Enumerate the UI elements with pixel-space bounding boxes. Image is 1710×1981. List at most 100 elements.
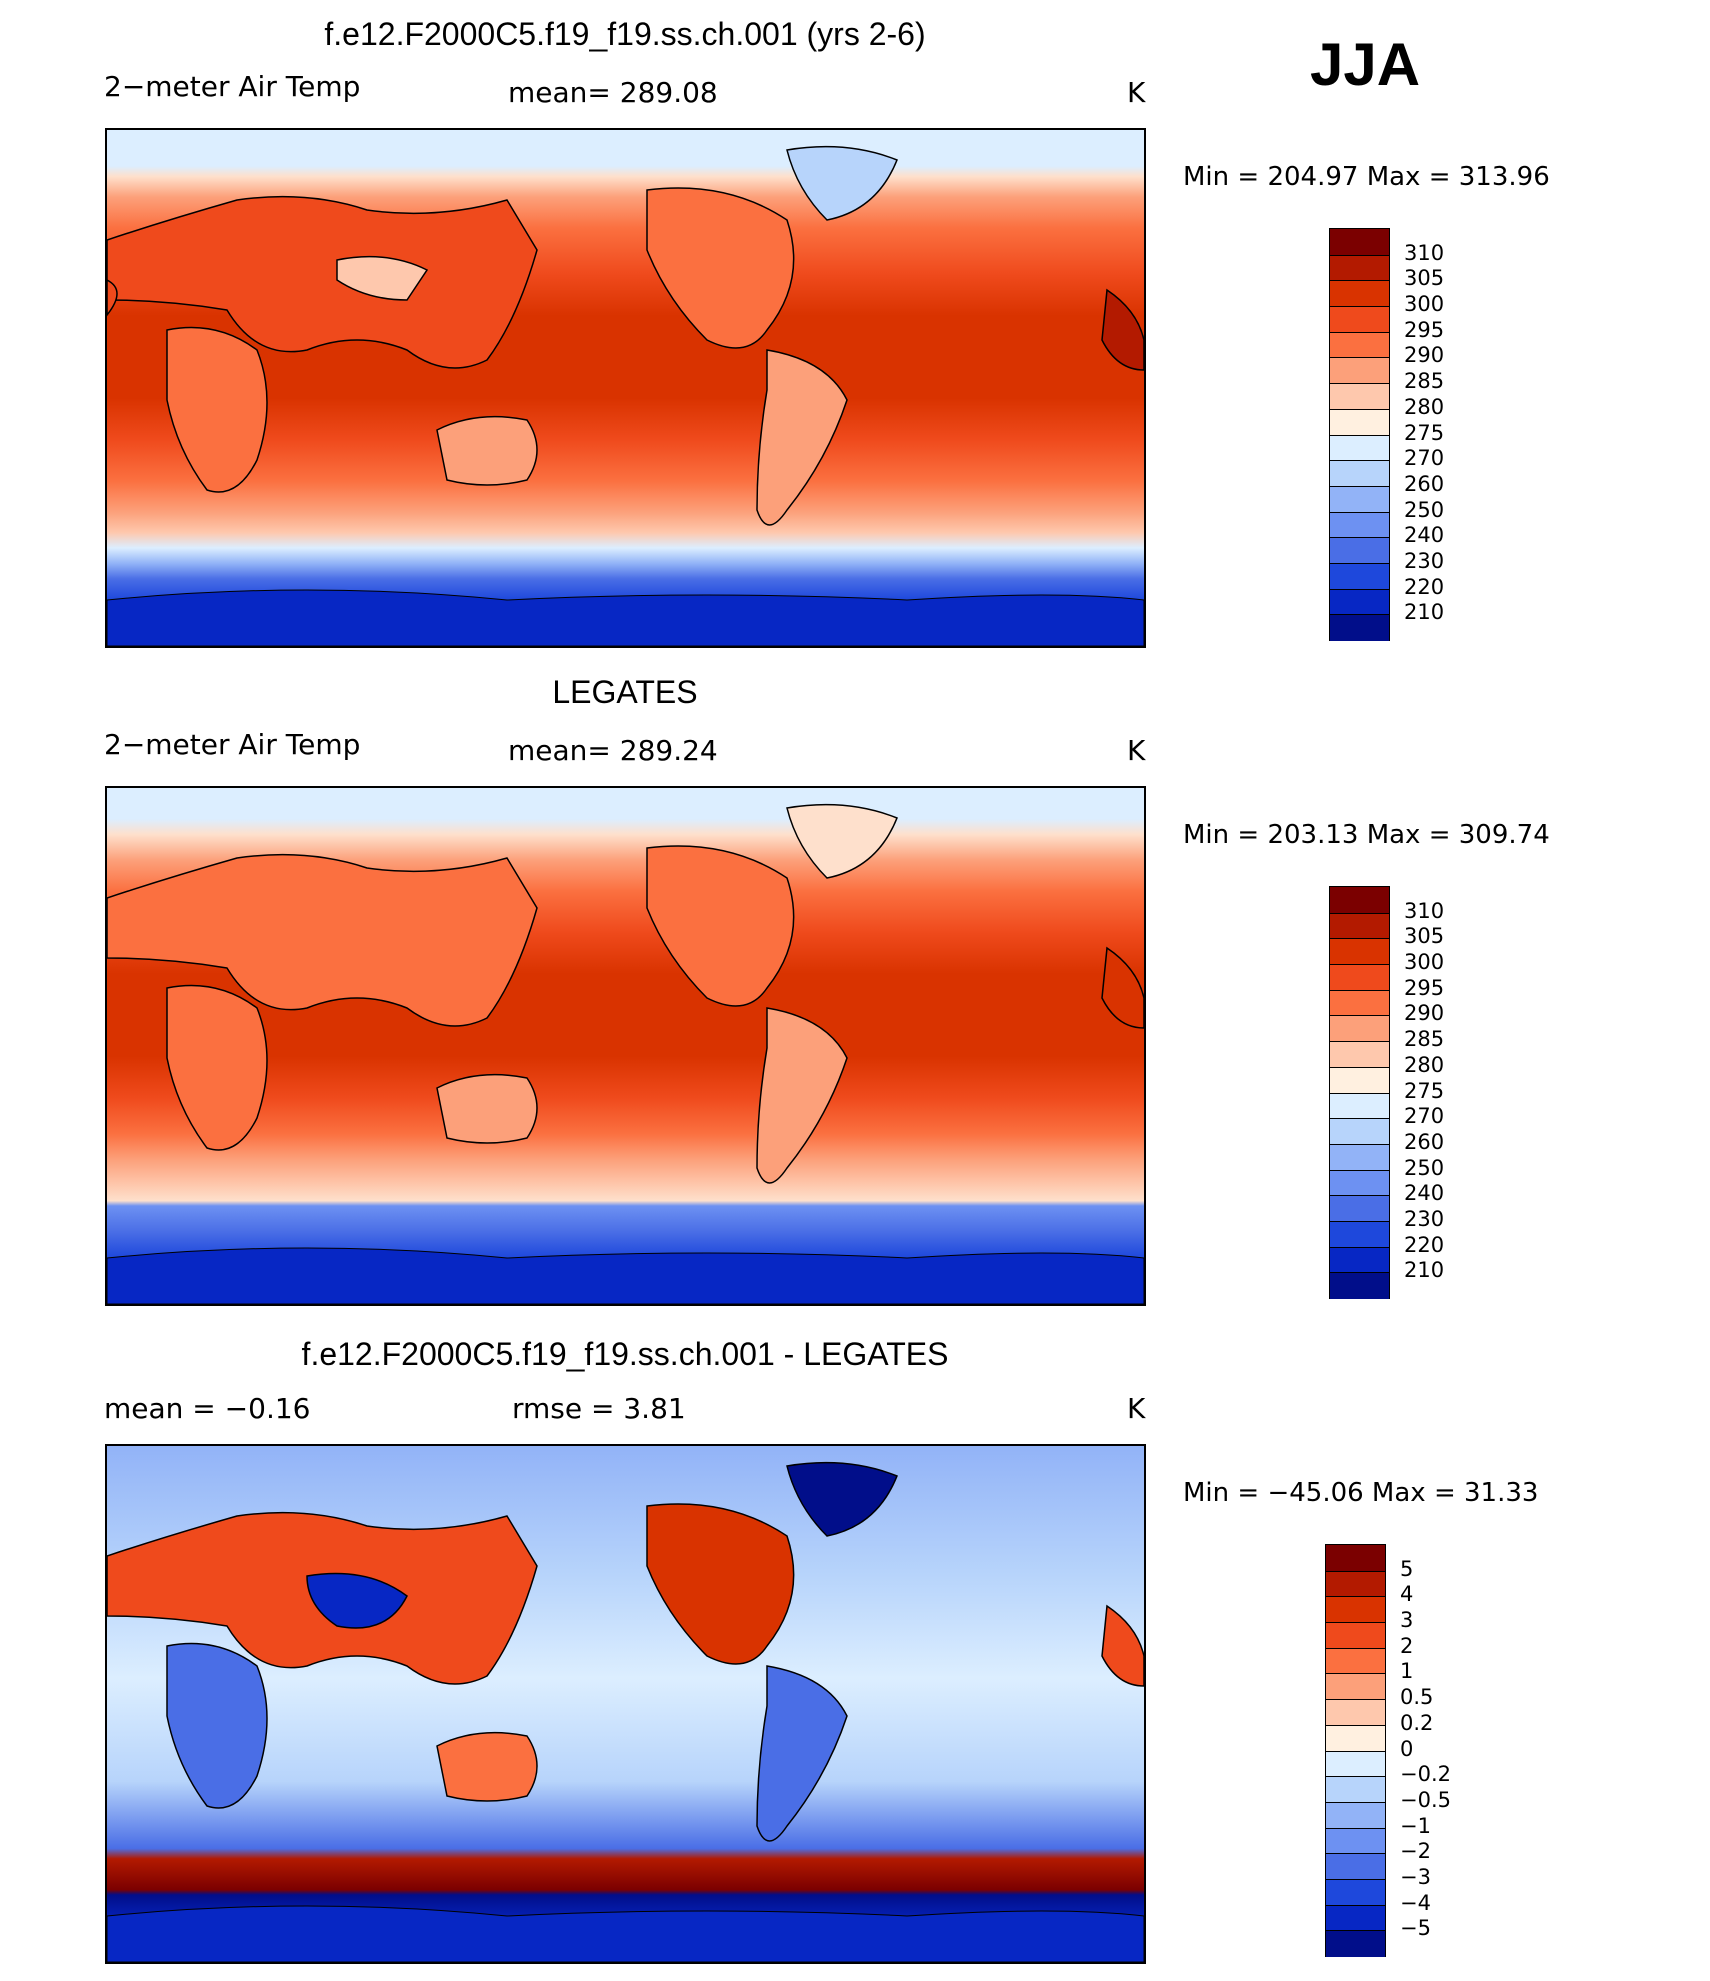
colorbar-swatch bbox=[1326, 1853, 1385, 1880]
colorbar-swatch bbox=[1326, 1647, 1385, 1674]
panel2-map bbox=[105, 786, 1146, 1306]
colorbar-swatch bbox=[1330, 964, 1389, 991]
colorbar-tick-label: 290 bbox=[1404, 1001, 1445, 1026]
colorbar-swatch bbox=[1326, 1930, 1385, 1957]
colorbar-tick-label: 280 bbox=[1404, 1052, 1445, 1077]
colorbar-tick-label: 310 bbox=[1404, 240, 1445, 265]
colorbar-tick-label: 230 bbox=[1404, 1206, 1445, 1231]
panel2-title: LEGATES bbox=[552, 674, 698, 710]
panel3-land bbox=[107, 1461, 1144, 1962]
panel1-title: f.e12.F2000C5.f19_f19.ss.ch.001 (yrs 2-6… bbox=[324, 16, 926, 52]
colorbar-tick-label: 300 bbox=[1404, 950, 1445, 975]
colorbar-swatch bbox=[1330, 229, 1389, 256]
panel1-land bbox=[107, 145, 1144, 646]
colorbar-swatch bbox=[1330, 280, 1389, 307]
panel2-units-label: K bbox=[1127, 734, 1146, 767]
panel3-mean-label: mean = −0.16 bbox=[104, 1392, 311, 1425]
colorbar-tick-label: −1 bbox=[1400, 1813, 1431, 1838]
colorbar-swatch bbox=[1330, 1015, 1389, 1042]
colorbar-tick-label: 260 bbox=[1404, 1129, 1445, 1154]
colorbar-swatch bbox=[1330, 383, 1389, 410]
colorbar-tick-label: 295 bbox=[1404, 975, 1445, 1000]
colorbar-tick-label: 280 bbox=[1404, 394, 1445, 419]
colorbar-swatch bbox=[1330, 1092, 1389, 1119]
colorbar-tick-label: 0 bbox=[1400, 1736, 1414, 1761]
colorbar-swatch bbox=[1330, 989, 1389, 1016]
colorbar-tick-label: 275 bbox=[1404, 420, 1445, 445]
colorbar-tick-label: 250 bbox=[1404, 1155, 1445, 1180]
panel1-minmax: Min = 204.97 Max = 313.96 bbox=[1183, 162, 1550, 192]
colorbar-tick-label: 260 bbox=[1404, 471, 1445, 496]
panel3-units-label: K bbox=[1127, 1392, 1146, 1425]
colorbar-tick-label: 240 bbox=[1404, 1181, 1445, 1206]
colorbar-swatch bbox=[1330, 460, 1389, 487]
colorbar-tick-label: 305 bbox=[1404, 924, 1445, 949]
colorbar-swatch bbox=[1330, 1272, 1389, 1299]
panel2-colorbar bbox=[1329, 886, 1390, 1299]
colorbar-swatch bbox=[1330, 614, 1389, 641]
colorbar-swatch bbox=[1330, 1220, 1389, 1248]
colorbar-tick-label: −4 bbox=[1400, 1890, 1431, 1915]
colorbar-tick-label: 240 bbox=[1404, 523, 1445, 548]
colorbar-tick-label: 305 bbox=[1404, 266, 1445, 291]
colorbar-tick-label: 230 bbox=[1404, 548, 1445, 573]
colorbar-tick-label: 210 bbox=[1404, 600, 1445, 625]
colorbar-swatch bbox=[1326, 1827, 1385, 1854]
colorbar-swatch bbox=[1330, 1066, 1389, 1093]
colorbar-swatch bbox=[1326, 1570, 1385, 1597]
panel3-title: f.e12.F2000C5.f19_f19.ss.ch.001 - LEGATE… bbox=[301, 1336, 949, 1372]
colorbar-tick-label: 4 bbox=[1400, 1582, 1414, 1607]
colorbar-swatch bbox=[1326, 1545, 1385, 1572]
colorbar-swatch bbox=[1326, 1622, 1385, 1649]
colorbar-swatch bbox=[1326, 1596, 1385, 1623]
colorbar-swatch bbox=[1326, 1750, 1385, 1777]
panel2-mean-label: mean= 289.24 bbox=[508, 734, 718, 767]
colorbar-swatch bbox=[1330, 254, 1389, 281]
colorbar-swatch bbox=[1330, 562, 1389, 590]
colorbar-swatch bbox=[1330, 1169, 1389, 1196]
colorbar-swatch bbox=[1330, 537, 1389, 564]
colorbar-swatch bbox=[1326, 1801, 1385, 1829]
colorbar-swatch bbox=[1330, 887, 1389, 914]
colorbar-swatch bbox=[1330, 331, 1389, 358]
colorbar-tick-label: 0.5 bbox=[1400, 1685, 1434, 1710]
panel2-variable-label: 2−meter Air Temp bbox=[104, 728, 361, 761]
colorbar-swatch bbox=[1326, 1699, 1385, 1726]
panel3-map bbox=[105, 1444, 1146, 1964]
colorbar-tick-label: −3 bbox=[1400, 1864, 1431, 1889]
colorbar-swatch bbox=[1326, 1904, 1385, 1931]
colorbar-tick-label: 250 bbox=[1404, 497, 1445, 522]
colorbar-tick-label: 300 bbox=[1404, 292, 1445, 317]
colorbar-tick-label: −0.2 bbox=[1400, 1762, 1451, 1787]
season-label: JJA bbox=[1309, 31, 1421, 98]
colorbar-swatch bbox=[1330, 1118, 1389, 1145]
colorbar-tick-label: 270 bbox=[1404, 446, 1445, 471]
colorbar-tick-label: 0.2 bbox=[1400, 1710, 1434, 1735]
colorbar-tick-label: 220 bbox=[1404, 1232, 1445, 1257]
panel1-map bbox=[105, 128, 1146, 648]
panel2-land bbox=[107, 803, 1144, 1304]
colorbar-swatch bbox=[1330, 938, 1389, 965]
panel3-minmax: Min = −45.06 Max = 31.33 bbox=[1183, 1478, 1539, 1508]
colorbar-swatch bbox=[1330, 434, 1389, 461]
colorbar-swatch bbox=[1330, 588, 1389, 615]
panel3-rmse-label: rmse = 3.81 bbox=[512, 1392, 686, 1425]
colorbar-tick-label: 275 bbox=[1404, 1078, 1445, 1103]
panel3-colorbar bbox=[1325, 1544, 1386, 1957]
colorbar-tick-label: 310 bbox=[1404, 898, 1445, 923]
colorbar-tick-label: 285 bbox=[1404, 1027, 1445, 1052]
colorbar-swatch bbox=[1330, 511, 1389, 538]
colorbar-tick-label: 1 bbox=[1400, 1659, 1414, 1684]
panel1-units-label: K bbox=[1127, 76, 1146, 109]
panel1-mean-label: mean= 289.08 bbox=[508, 76, 718, 109]
colorbar-swatch bbox=[1330, 306, 1389, 333]
colorbar-tick-label: 295 bbox=[1404, 317, 1445, 342]
colorbar-swatch bbox=[1330, 357, 1389, 384]
colorbar-tick-label: 2 bbox=[1400, 1633, 1414, 1658]
colorbar-swatch bbox=[1330, 1246, 1389, 1273]
colorbar-tick-label: −0.5 bbox=[1400, 1787, 1451, 1812]
colorbar-swatch bbox=[1330, 408, 1389, 435]
colorbar-swatch bbox=[1330, 485, 1389, 513]
colorbar-tick-label: 210 bbox=[1404, 1258, 1445, 1283]
colorbar-tick-label: 3 bbox=[1400, 1608, 1414, 1633]
